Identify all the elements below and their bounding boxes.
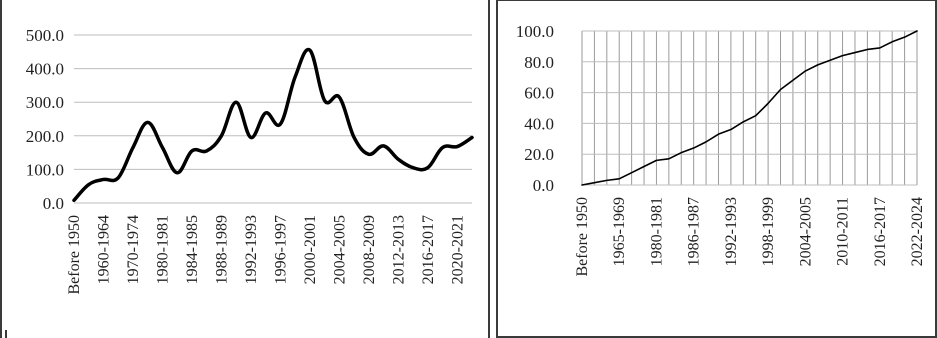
data-point [250, 136, 252, 138]
data-point [102, 178, 104, 180]
right-line-chart: 0.0 20.0 40.0 60.0 80.0 100.0 Before 1950 1965-… [516, 22, 926, 277]
data-point [456, 145, 458, 147]
data-point [755, 115, 757, 117]
series-line [581, 30, 918, 186]
data-point [668, 158, 670, 160]
data-point [680, 151, 682, 153]
data-point [767, 102, 769, 104]
data-point [730, 128, 732, 130]
x-tick-label: 1970-1974 [125, 215, 142, 284]
data-point [132, 146, 134, 148]
x-tick-label: 2010-2011 [835, 197, 852, 266]
y-tick-label: 100.0 [516, 22, 554, 41]
y-tick-label: 200.0 [26, 127, 64, 146]
data-point [353, 136, 355, 138]
data-point [147, 121, 149, 123]
y-tick-label: 40.0 [524, 114, 554, 133]
data-point [717, 133, 719, 135]
data-point [779, 88, 781, 90]
data-point [279, 123, 281, 125]
x-tick-label: 1986-1987 [686, 197, 703, 266]
left-line-chart: 0.0 100.0 200.0 300.0 400.0 500.0 Before 1950 1… [26, 26, 474, 295]
left-chart-panel: 0.0 100.0 200.0 300.0 400.0 500.0 Before 1950 1… [0, 0, 490, 338]
data-point [161, 146, 163, 148]
data-point [220, 135, 222, 137]
x-tick-label: 2016-2017 [420, 215, 437, 284]
x-tick-label: 1980-1981 [154, 215, 171, 284]
data-point [427, 167, 429, 169]
data-point [73, 199, 75, 201]
data-point [323, 99, 325, 101]
left-panel-bottom-mark [5, 330, 7, 338]
data-point [205, 150, 207, 152]
data-point [235, 101, 237, 103]
x-tick-label: 1988-1989 [213, 215, 230, 284]
y-tick-label: 20.0 [524, 145, 554, 164]
y-tick-label: 0.0 [43, 194, 64, 213]
y-tick-label: 300.0 [26, 93, 64, 112]
series-line [72, 47, 474, 203]
data-point [655, 159, 657, 161]
data-point [309, 49, 311, 51]
data-point [829, 59, 831, 61]
data-point [382, 145, 384, 147]
data-point [804, 70, 806, 72]
x-tick-label: Before 1950 [66, 215, 83, 295]
data-point [817, 64, 819, 66]
data-point [866, 48, 868, 50]
data-point [854, 51, 856, 53]
data-point [471, 136, 473, 138]
x-tick-label: 2004-2005 [797, 197, 814, 266]
y-tick-label: 400.0 [26, 60, 64, 79]
data-point [841, 54, 843, 56]
x-tick-label: 2000-2001 [302, 215, 319, 284]
x-tick-label: Before 1950 [574, 197, 591, 277]
data-point [191, 150, 193, 152]
data-point [891, 41, 893, 43]
x-tick-label: 1992-1993 [243, 215, 260, 284]
data-point [903, 36, 905, 38]
data-point [618, 178, 620, 180]
x-tick-label: 1992-1993 [723, 197, 740, 266]
data-point [412, 167, 414, 169]
x-tick-label: 1998-1999 [760, 197, 777, 266]
x-tick-label: 2008-2009 [361, 215, 378, 284]
x-tick-label: 1984-1985 [184, 215, 201, 284]
y-tick-label: 100.0 [26, 160, 64, 179]
right-chart-panel: 0.0 20.0 40.0 60.0 80.0 100.0 Before 1950 1965-… [496, 0, 937, 338]
y-tick-label: 0.0 [533, 176, 554, 195]
x-tick-label: 1965-1969 [611, 197, 628, 266]
data-point [916, 30, 918, 32]
data-point [879, 47, 881, 49]
data-point [643, 165, 645, 167]
data-point [117, 177, 119, 179]
data-point [88, 183, 90, 185]
x-tick-label: 2016-2017 [872, 197, 889, 266]
data-point [397, 158, 399, 160]
x-tick-label: 2012-2013 [390, 215, 407, 284]
data-point [705, 141, 707, 143]
x-tick-label: 1960-1964 [95, 215, 112, 284]
x-tick-label: 2022-2024 [909, 197, 926, 266]
data-point [368, 153, 370, 155]
data-point [176, 172, 178, 174]
data-point [264, 112, 266, 114]
x-tick-label: 1980-1981 [648, 197, 665, 266]
data-point [294, 76, 296, 78]
data-point [593, 181, 595, 183]
data-point [630, 171, 632, 173]
data-point [338, 96, 340, 98]
data-point [606, 179, 608, 181]
x-tick-label: 2020-2021 [449, 215, 466, 284]
x-tick-label: 1996-1997 [272, 215, 289, 284]
data-point [692, 147, 694, 149]
y-tick-label: 60.0 [524, 84, 554, 103]
y-tick-label: 500.0 [26, 26, 64, 45]
x-tick-label: 2004-2005 [331, 215, 348, 284]
data-point [792, 79, 794, 81]
data-point [441, 146, 443, 148]
data-point [581, 184, 583, 186]
y-tick-label: 80.0 [524, 53, 554, 72]
data-point [742, 121, 744, 123]
